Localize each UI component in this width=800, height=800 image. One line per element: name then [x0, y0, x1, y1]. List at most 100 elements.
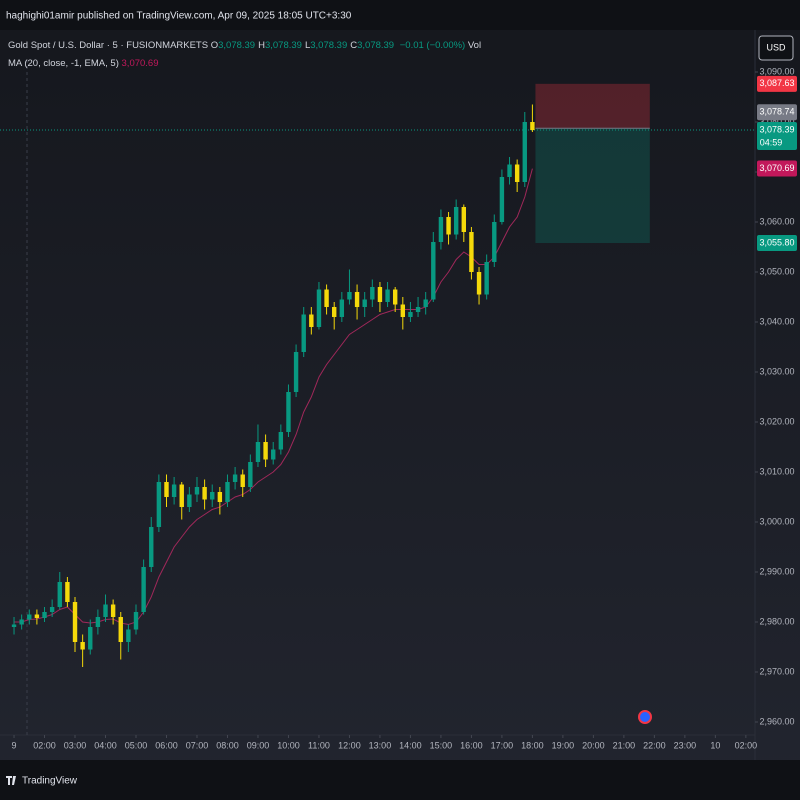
candle-body [57, 582, 62, 607]
x-tick-label: 13:00 [369, 740, 392, 750]
candle-body [392, 289, 398, 305]
candle-body [332, 307, 337, 317]
y-tick-label: 3,010.00 [759, 466, 794, 476]
candle-body [453, 207, 459, 235]
candle-body [11, 624, 17, 627]
x-tick-label: 10:00 [277, 740, 300, 750]
ohlc-value: 3,078.39 [218, 40, 256, 51]
candle-body [507, 164, 512, 177]
candle-body [476, 272, 482, 295]
candle-body [370, 287, 375, 300]
ma-legend: MA (20, close, -1, EMA, 5) 3,070.69 [8, 58, 159, 69]
ma-line [14, 168, 533, 626]
candle-body [415, 307, 421, 312]
target-label: 3,055.80 [759, 237, 794, 247]
candle-body [141, 567, 146, 612]
candle-body [446, 217, 451, 235]
candle-body [354, 292, 360, 307]
candle-body [271, 449, 276, 460]
ohlc-value: 3,078.39 [310, 40, 348, 51]
candle-body [438, 217, 444, 242]
x-tick-label: 02:00 [33, 740, 56, 750]
candle-body [34, 614, 40, 618]
candle-body [408, 312, 413, 317]
countdown: 04:59 [760, 137, 783, 147]
ma-label-box [757, 160, 797, 177]
stop-zone [535, 83, 650, 129]
candle-body [301, 314, 306, 352]
x-tick-label: 04:00 [94, 740, 117, 750]
symbol-legend: Gold Spot / U.S. Dollar · 5 · FUSIONMARK… [8, 40, 481, 51]
stop-label: 3,087.63 [759, 78, 794, 88]
symbol: Gold Spot / U.S. Dollar · 5 · FUSIONMARK… [8, 40, 209, 51]
y-tick-label: 3,030.00 [759, 366, 794, 376]
x-tick-label: 05:00 [125, 740, 148, 750]
y-tick-label: 3,060.00 [759, 216, 794, 226]
candle-body [324, 289, 329, 307]
y-tick-label: 3,020.00 [759, 416, 794, 426]
candle-body [362, 299, 367, 307]
candle-body [210, 492, 215, 500]
x-tick-label: 9 [12, 740, 17, 750]
x-tick-label: 18:00 [521, 740, 544, 750]
candle-body [469, 232, 474, 272]
y-tick-label: 2,990.00 [759, 566, 794, 576]
x-tick-label: 15:00 [430, 740, 453, 750]
event-flag[interactable] [638, 710, 652, 724]
entry-label: 3,078.74 [759, 107, 794, 117]
candle-body [316, 289, 322, 327]
target-zone [535, 128, 650, 243]
candle-body [522, 122, 527, 182]
x-tick-label: 06:00 [155, 740, 178, 750]
candle-body [431, 242, 436, 300]
candle-body [248, 462, 253, 487]
x-tick-label: 07:00 [186, 740, 209, 750]
change: −0.01 (−0.00%) [399, 40, 466, 51]
candle-body [232, 474, 238, 482]
candle-body [179, 484, 184, 507]
publisher: haghighi01amir published on TradingView.… [6, 11, 352, 22]
x-tick-label: 21:00 [613, 740, 636, 750]
y-tick-label: 3,050.00 [759, 266, 794, 276]
ma-label: 3,070.69 [759, 163, 794, 173]
candle-body [492, 222, 497, 262]
candle-body [118, 617, 123, 642]
x-tick-label: 02:00 [735, 740, 758, 750]
x-tick-label: 08:00 [216, 740, 239, 750]
candle-body [80, 642, 85, 650]
candle-body [309, 314, 314, 327]
y-tick-label: 2,960.00 [759, 716, 794, 726]
stop-label-box [757, 75, 797, 92]
ohlc-key: C [350, 40, 358, 51]
candle-body [187, 494, 192, 507]
candle-body [164, 482, 169, 497]
candle-body [103, 604, 108, 617]
x-tick-label: 03:00 [64, 740, 87, 750]
candle-body [278, 432, 284, 450]
candle-body [65, 582, 70, 602]
candle-body [149, 527, 154, 567]
candle-body [530, 122, 535, 131]
candle-body [423, 299, 428, 307]
x-tick-label: 10 [710, 740, 720, 750]
y-tick-label: 2,980.00 [759, 616, 794, 626]
candle-body [240, 474, 245, 487]
x-tick-label: 17:00 [491, 740, 514, 750]
candle-body [400, 304, 406, 317]
candle-body [133, 612, 139, 630]
candle-body [49, 607, 55, 612]
ohlc-key: O [210, 40, 219, 51]
target-label-box [757, 235, 797, 251]
currency[interactable]: USD [766, 42, 786, 52]
x-tick-label: 11:00 [308, 740, 330, 750]
ohlc-value: 3,078.39 [264, 40, 302, 51]
currency-button[interactable] [758, 35, 794, 61]
ohlc: O3,078.39 H3,078.39 L3,078.39 C3,078.39 [211, 40, 397, 51]
candle-body [255, 442, 261, 462]
y-tick-label: 2,970.00 [759, 666, 794, 676]
y-tick-label: 3,090.00 [759, 66, 794, 76]
ma-value: 3,070.69 [121, 58, 159, 69]
